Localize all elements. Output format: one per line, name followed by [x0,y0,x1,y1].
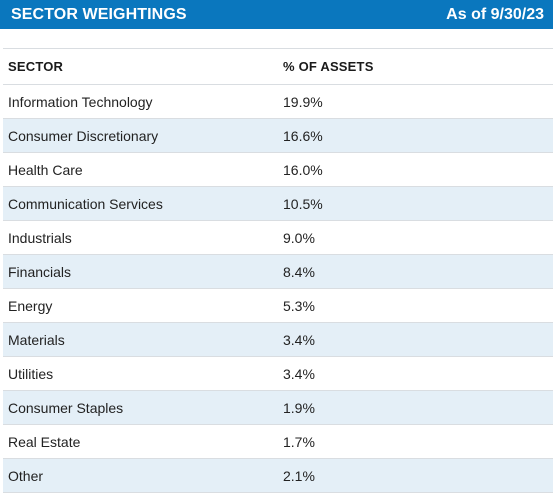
sector-name: Materials [8,331,65,348]
sector-percent: 1.7% [283,433,315,450]
widget-title: SECTOR WEIGHTINGS [11,5,187,23]
as-of-date: As of 9/30/23 [446,5,544,23]
sector-name: Information Technology [8,93,153,110]
sector-percent: 16.0% [283,161,323,178]
sector-name: Other [8,467,44,484]
sector-name: Health Care [8,161,83,178]
table-row: Real Estate 1.7% [3,425,553,459]
sector-name: Communication Services [8,195,163,212]
sector-name: Utilities [8,365,54,382]
sector-name: Industrials [8,229,72,246]
sector-percent: 16.6% [283,127,323,144]
sector-table: SECTOR % OF ASSETS Information Technolog… [3,48,553,493]
table-row: Consumer Discretionary 16.6% [3,119,553,153]
sector-percent: 2.1% [283,467,315,484]
column-header-sector: SECTOR [8,59,64,74]
column-header-percent: % OF ASSETS [283,59,374,74]
sector-percent: 3.4% [283,365,315,382]
sector-name: Real Estate [8,433,81,450]
table-row: Information Technology 19.9% [3,85,553,119]
table-row: Communication Services 10.5% [3,187,553,221]
table-row: Health Care 16.0% [3,153,553,187]
sector-name: Consumer Staples [8,399,124,416]
header-bar: SECTOR WEIGHTINGS As of 9/30/23 [0,0,553,29]
sector-percent: 19.9% [283,93,323,110]
table-row: Consumer Staples 1.9% [3,391,553,425]
table-row: Financials 8.4% [3,255,553,289]
sector-percent: 1.9% [283,399,315,416]
sector-name: Financials [8,263,72,280]
sector-percent: 3.4% [283,331,315,348]
sector-percent: 9.0% [283,229,315,246]
table-row: Energy 5.3% [3,289,553,323]
sector-percent: 5.3% [283,297,315,314]
sector-percent: 8.4% [283,263,315,280]
table-row: Utilities 3.4% [3,357,553,391]
table-row: Materials 3.4% [3,323,553,357]
sector-percent: 10.5% [283,195,323,212]
sector-name: Consumer Discretionary [8,127,159,144]
table-header-row: SECTOR % OF ASSETS [3,49,553,85]
sector-name: Energy [8,297,53,314]
table-row: Industrials 9.0% [3,221,553,255]
